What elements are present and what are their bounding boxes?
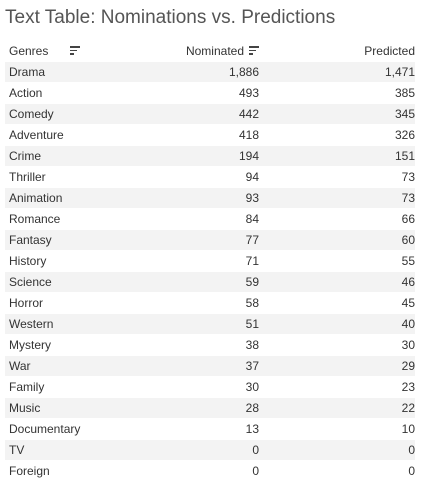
- cell-predicted: 23: [401, 380, 415, 394]
- text-table: Genres Nominated Predicted Drama 1,886 1,4…: [5, 40, 415, 481]
- table-row[interactable]: TV 0 0: [5, 439, 415, 460]
- page-title: Text Table: Nominations vs. Predictions: [5, 7, 336, 28]
- cell-predicted: 151: [394, 149, 415, 163]
- table-row[interactable]: Comedy 442 345: [5, 103, 415, 124]
- cell-nominated: 58: [245, 296, 259, 310]
- cell-predicted: 73: [401, 191, 415, 205]
- table-row[interactable]: Drama 1,886 1,471: [5, 61, 415, 82]
- cell-nominated: 37: [245, 359, 259, 373]
- cell-predicted: 345: [394, 107, 415, 121]
- cell-genre: Action: [9, 86, 43, 100]
- cell-nominated: 493: [238, 86, 259, 100]
- table-row[interactable]: Foreign 0 0: [5, 460, 415, 481]
- cell-genre: Romance: [9, 212, 61, 226]
- cell-nominated: 418: [238, 128, 259, 142]
- cell-genre: Thriller: [9, 170, 46, 184]
- cell-predicted: 0: [408, 443, 415, 457]
- table-row[interactable]: War 37 29: [5, 355, 415, 376]
- cell-predicted: 29: [401, 359, 415, 373]
- column-header-genres-label: Genres: [9, 43, 49, 58]
- sort-descending-icon[interactable]: [249, 46, 259, 55]
- cell-nominated: 0: [252, 443, 259, 457]
- table-row[interactable]: Documentary 13 10: [5, 418, 415, 439]
- cell-genre: Science: [9, 275, 52, 289]
- column-header-predicted-label: Predicted: [364, 43, 415, 58]
- table-row[interactable]: Crime 194 151: [5, 145, 415, 166]
- cell-nominated: 38: [245, 338, 259, 352]
- cell-nominated: 51: [245, 317, 259, 331]
- cell-predicted: 55: [401, 254, 415, 268]
- cell-genre: Drama: [9, 65, 46, 79]
- cell-predicted: 1,471: [384, 65, 415, 79]
- table-row[interactable]: Thriller 94 73: [5, 166, 415, 187]
- table-row[interactable]: Mystery 38 30: [5, 334, 415, 355]
- cell-nominated: 77: [245, 233, 259, 247]
- cell-genre: Crime: [9, 149, 41, 163]
- cell-predicted: 326: [394, 128, 415, 142]
- table-header: Genres Nominated Predicted: [5, 40, 415, 61]
- cell-nominated: 30: [245, 380, 259, 394]
- table-row[interactable]: History 71 55: [5, 250, 415, 271]
- cell-genre: Fantasy: [9, 233, 52, 247]
- cell-nominated: 84: [245, 212, 259, 226]
- table-row[interactable]: Music 28 22: [5, 397, 415, 418]
- cell-genre: Horror: [9, 296, 44, 310]
- cell-genre: Family: [9, 380, 45, 394]
- cell-genre: Animation: [9, 191, 63, 205]
- cell-nominated: 94: [245, 170, 259, 184]
- cell-genre: TV: [9, 443, 25, 457]
- cell-nominated: 0: [252, 464, 259, 478]
- cell-predicted: 385: [394, 86, 415, 100]
- cell-nominated: 442: [238, 107, 259, 121]
- table-row[interactable]: Western 51 40: [5, 313, 415, 334]
- table-row[interactable]: Animation 93 73: [5, 187, 415, 208]
- cell-nominated: 71: [245, 254, 259, 268]
- cell-predicted: 30: [401, 338, 415, 352]
- column-header-nominated[interactable]: Nominated: [125, 44, 259, 58]
- cell-genre: Mystery: [9, 338, 51, 352]
- table-row[interactable]: Science 59 46: [5, 271, 415, 292]
- cell-genre: Western: [9, 317, 54, 331]
- cell-predicted: 0: [408, 464, 415, 478]
- cell-genre: War: [9, 359, 31, 373]
- cell-predicted: 45: [401, 296, 415, 310]
- cell-genre: Music: [9, 401, 41, 415]
- cell-genre: Documentary: [9, 422, 81, 436]
- table-row[interactable]: Fantasy 77 60: [5, 229, 415, 250]
- cell-nominated: 59: [245, 275, 259, 289]
- cell-genre: Comedy: [9, 107, 54, 121]
- cell-nominated: 13: [245, 422, 259, 436]
- cell-predicted: 66: [401, 212, 415, 226]
- table-row[interactable]: Adventure 418 326: [5, 124, 415, 145]
- cell-predicted: 10: [401, 422, 415, 436]
- cell-nominated: 93: [245, 191, 259, 205]
- sort-icon[interactable]: [70, 46, 81, 55]
- cell-genre: Foreign: [9, 464, 50, 478]
- table-row[interactable]: Action 493 385: [5, 82, 415, 103]
- table-row[interactable]: Family 30 23: [5, 376, 415, 397]
- cell-genre: Adventure: [9, 128, 64, 142]
- cell-nominated: 1,886: [228, 65, 259, 79]
- table-row[interactable]: Horror 58 45: [5, 292, 415, 313]
- column-header-predicted[interactable]: Predicted: [259, 44, 415, 58]
- cell-predicted: 60: [401, 233, 415, 247]
- column-header-nominated-label: Nominated: [185, 43, 244, 58]
- cell-predicted: 73: [401, 170, 415, 184]
- cell-genre: History: [9, 254, 47, 268]
- cell-predicted: 46: [401, 275, 415, 289]
- cell-predicted: 40: [401, 317, 415, 331]
- cell-predicted: 22: [401, 401, 415, 415]
- cell-nominated: 28: [245, 401, 259, 415]
- table-row[interactable]: Romance 84 66: [5, 208, 415, 229]
- table-body: Drama 1,886 1,471 Action 493 385 Comedy 442 345 A…: [5, 61, 415, 481]
- column-header-genres[interactable]: Genres: [5, 44, 125, 58]
- cell-nominated: 194: [238, 149, 259, 163]
